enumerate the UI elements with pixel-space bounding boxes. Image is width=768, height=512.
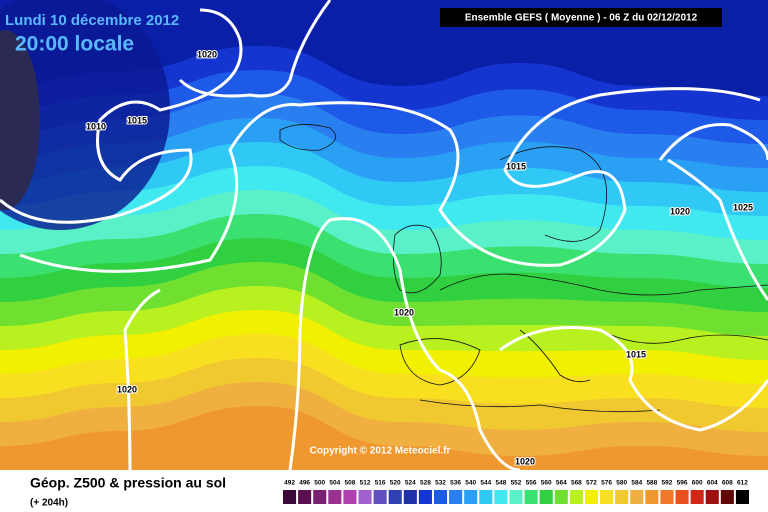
colorbar-swatch [554,490,568,504]
colorbar-label: 516 [375,480,386,487]
coastline [599,329,768,344]
isobar-label: 1020 [394,307,414,317]
colorbar-label: 556 [526,480,537,487]
colorbar-label: 560 [541,480,552,487]
colorbar-label: 568 [571,480,582,487]
isobar-labels: 1020 1010 1015 1015 1020 1025 1020 1015 1020 1020 [85,48,754,467]
isobar-label: 1010 [86,121,106,131]
colorbar-swatch [569,490,583,504]
colorbar-swatch [600,490,614,504]
isobar-label: 1015 [626,349,646,359]
colorbar-swatch [705,490,719,504]
colorbar-swatch [403,490,417,504]
colorbar-swatch [433,490,448,504]
isobar-label: 1025 [733,202,753,212]
coastline [419,399,661,413]
isobar [19,87,761,273]
colorbar-swatch [373,490,387,504]
colorbar-label: 512 [360,480,371,487]
colorbar-label: 540 [465,480,476,487]
colorbar-swatch [388,490,402,504]
coastline [439,273,768,296]
colorbar-swatch [615,490,629,504]
coastline [392,224,442,294]
isobar [123,288,161,471]
field-band [0,30,40,210]
colorbar-label: 592 [662,480,673,487]
colorbar-label: 604 [707,480,718,487]
colorbar-label: 548 [495,480,506,487]
isobar [499,326,768,432]
colorbar-swatch [630,490,644,504]
colorbar-swatch [524,490,538,504]
colorbar-swatch [283,490,297,504]
colorbar-label: 496 [299,480,310,487]
colorbar-label: 504 [329,480,340,487]
colorbar-swatch [660,490,674,504]
colorbar-label: 500 [314,480,325,487]
isobar-label: 1020 [670,206,690,216]
colorbar-swatch [720,490,734,504]
colorbar-swatch [464,490,478,504]
colorbar-label: 564 [556,480,567,487]
isobar-label: 1020 [515,456,535,466]
colorbar-label: 508 [345,480,356,487]
colorbar-swatch [298,490,312,504]
isobar-label: 1020 [117,384,137,394]
date: Lundi 10 décembre 2012 [5,12,179,29]
header: Ensemble GEFS ( Moyenne ) - 06 Z du 02/1… [465,13,698,24]
isobar [178,0,332,98]
colorbar-label: 572 [586,480,597,487]
colorbar-label: 600 [692,480,703,487]
colorbar-label: 532 [435,480,446,487]
colorbar-swatch [690,490,704,504]
colorbar-label: 576 [601,480,612,487]
coastline [519,329,591,383]
geopotential-field [0,0,768,470]
colorbar-label: 520 [390,480,401,487]
coastline [399,338,481,386]
colorbar-swatch [449,490,463,504]
colorbar-swatch [645,490,659,504]
colorbar-label: 544 [480,480,491,487]
colorbar-label: 608 [722,480,733,487]
isobar [288,217,521,472]
isobar-label: 1015 [506,161,526,171]
colorbar-label: 596 [677,480,688,487]
colorbar-label: 524 [405,480,416,487]
footer-title: Géop. Z500 & pression au sol [30,475,226,491]
isobar [0,8,243,224]
isobar [658,122,768,301]
colorbar-label: 584 [631,480,642,487]
colorbar-swatch [328,490,342,504]
colorbar-label: 492 [284,480,295,487]
colorbar-swatch [735,490,749,504]
colorbar-swatch [539,490,553,504]
isobar-label: 1015 [127,115,147,125]
colorbar-swatch [358,490,372,504]
time: 20:00 locale [15,33,134,56]
colorbar-swatch [479,490,493,504]
colorbar-label: 552 [511,480,522,487]
colorbar-swatch [343,490,357,504]
colorbar-label: 580 [616,480,627,487]
colorbar-swatch [494,490,508,504]
coastline [279,124,337,151]
colorbar-label: 528 [420,480,431,487]
colorbar-label: 612 [737,480,748,487]
colorbar: 492 496 500 504 508 512 516 520 524 528 532 536 540 5… [283,480,749,504]
copyright: Copyright © 2012 Meteociel.fr [310,446,451,457]
colorbar-swatch [509,490,523,504]
colorbar-swatch [313,490,327,504]
isobars [0,0,768,472]
header-box [440,8,722,27]
colorbar-swatch [584,490,599,504]
footer-subtitle: (+ 204h) [30,498,68,509]
colorbar-swatch [418,490,432,504]
colorbar-label: 536 [450,480,461,487]
isobar-label: 1020 [197,49,217,59]
colorbar-label: 588 [646,480,657,487]
colorbar-swatch [675,490,689,504]
